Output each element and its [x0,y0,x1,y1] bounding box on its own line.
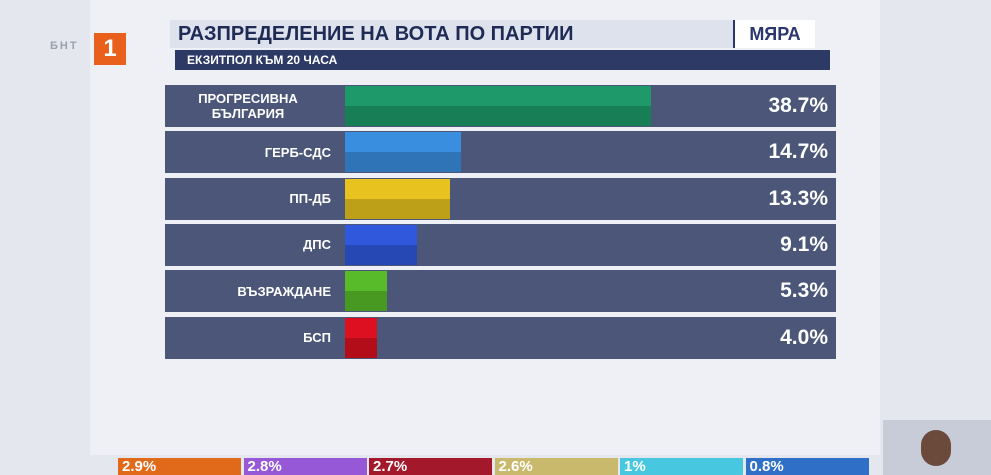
chart-title: РАЗПРЕДЕЛЕНИЕ НА ВОТА ПО ПАРТИИ [170,20,815,48]
value-label: 4.0% [780,325,828,349]
value-label: 38.7% [768,94,828,117]
value-label: 9.1% [780,232,828,256]
bar-shade [345,198,451,219]
agency-logo: МЯРА [733,20,815,48]
category-label: ДПС [303,237,331,253]
strip-segment: 2.7% [369,458,492,475]
strip-segment: 2.6% [494,458,618,475]
strip-segment: 0.8% [745,458,869,475]
bar-row: ВЪЗРАЖДАНЕ 5.3% [165,270,836,313]
bar [345,317,377,358]
value-label: 5.3% [780,279,828,303]
bar-shade [345,337,377,358]
bar [345,132,462,173]
bar-shade [345,244,417,265]
category-label: ПП-ДБ [289,191,331,207]
bar-row: ГЕРБ-СДС 14.7% [165,131,836,174]
value-label: 14.7% [768,140,828,164]
bar-row: БСП 4.0% [165,316,836,359]
category-label: ВЪЗРАЖДАНЕ [237,283,331,299]
bar-row: ПП-ДБ 13.3% [165,177,836,220]
category-label: БСП [303,330,331,345]
bar-row: ПРОГРЕСИВНА БЪЛГАРИЯ 38.7% [165,85,836,127]
category-label: ПРОГРЕСИВНА БЪЛГАРИЯ [198,91,298,121]
strip-segment: 1% [620,458,743,475]
value-label: 13.3% [768,186,828,210]
bar [345,86,651,126]
bar-shade [345,291,387,312]
bar [345,224,417,265]
sign-language-inset [883,420,991,475]
bar-shade [345,152,462,173]
chart-subtitle: ЕКЗИТПОЛ КЪМ 20 ЧАСА [175,50,830,70]
category-label: ГЕРБ-СДС [264,144,331,160]
bar [345,271,387,312]
bar-shade [345,106,651,126]
channel-name: БНТ [50,40,79,52]
strip-segment: 2.9% [118,458,241,475]
bar-row: ДПС 9.1% [165,223,836,266]
channel-number: 1 [94,33,126,65]
bar [345,178,451,219]
presenter [921,430,951,466]
strip-segment: 2.8% [243,458,367,475]
